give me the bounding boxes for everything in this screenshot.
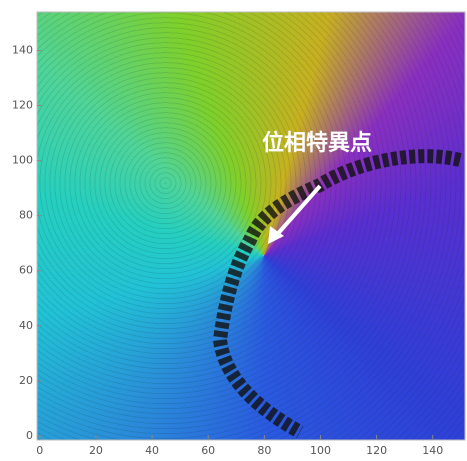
page: 位相特異点 0 20 40 60 80 100 120 140 0 20 40 60 80 100 120 1… bbox=[0, 0, 467, 461]
y-tick-label: 120 bbox=[12, 99, 33, 112]
chart: 位相特異点 0 20 40 60 80 100 120 140 0 20 40 60 80 100 120 1… bbox=[0, 0, 467, 461]
y-tick-label: 60 bbox=[19, 264, 33, 277]
x-tick-label: 140 bbox=[422, 444, 443, 457]
x-tick-label: 120 bbox=[366, 444, 387, 457]
y-tick-label: 40 bbox=[19, 319, 33, 332]
y-tick-label: 100 bbox=[12, 154, 33, 167]
singularity-ring bbox=[220, 156, 460, 432]
y-tick-label: 20 bbox=[19, 374, 33, 387]
x-tick-label: 20 bbox=[89, 444, 103, 457]
y-tick-label: 0 bbox=[26, 429, 33, 442]
x-tick-label: 60 bbox=[201, 444, 215, 457]
x-tick-label: 100 bbox=[310, 444, 331, 457]
y-tick-label: 80 bbox=[19, 209, 33, 222]
x-tick-label: 40 bbox=[145, 444, 159, 457]
frame bbox=[37, 12, 465, 440]
y-tick-label: 140 bbox=[12, 44, 33, 57]
x-tick-label: 0 bbox=[36, 444, 43, 457]
annotation: 位相特異点 bbox=[262, 130, 372, 156]
x-tick-label: 80 bbox=[257, 444, 271, 457]
